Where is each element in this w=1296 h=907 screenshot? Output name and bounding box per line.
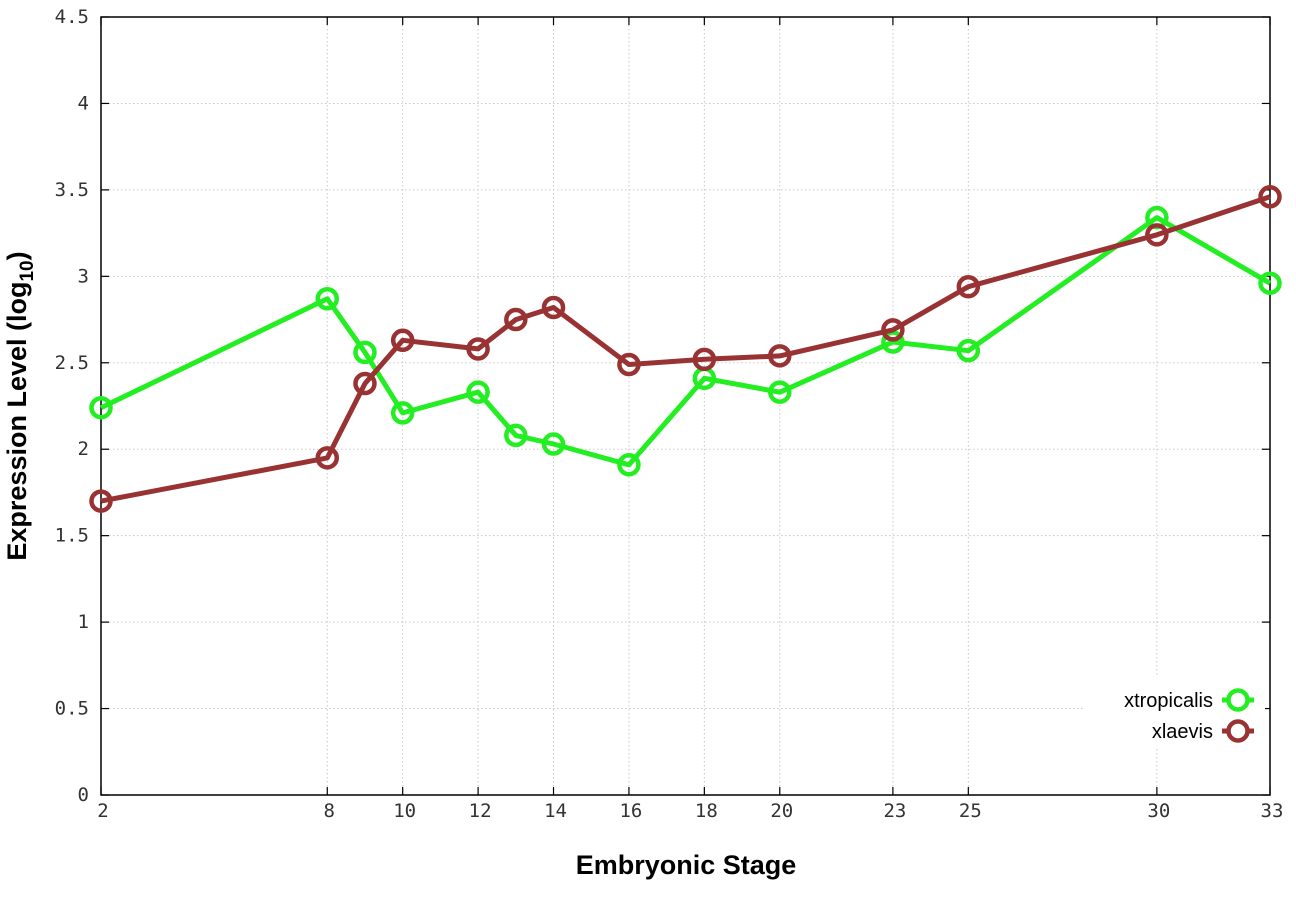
data-point-xtropicalis — [881, 330, 905, 354]
data-point-xtropicalis — [768, 380, 792, 404]
series-layer — [89, 185, 1282, 513]
y-tick-label: 3.5 — [55, 179, 89, 201]
data-point-xtropicalis — [956, 338, 981, 363]
legend-marker-xlaevis — [1226, 719, 1250, 743]
data-point-xlaevis — [504, 307, 528, 332]
y-axis-title-close: ) — [2, 251, 32, 260]
y-tick-label: 1 — [78, 611, 89, 633]
data-point-xlaevis — [89, 489, 113, 513]
grid-lines — [101, 17, 1270, 795]
x-tick-label: 8 — [324, 800, 335, 822]
y-tick-label: 3 — [78, 265, 89, 287]
x-tick-label: 33 — [1261, 800, 1284, 822]
data-point-xtropicalis — [504, 423, 528, 448]
x-tick-label: 14 — [544, 800, 567, 822]
y-tick-label: 0.5 — [55, 698, 89, 720]
axis-ticks: 0 0.5 1 1.5 2 2.5 3 3.5 4 4.5 2 8 10 12 14 16 18 20 23 25 30… — [55, 6, 1284, 822]
data-point-xtropicalis — [617, 453, 641, 477]
y-axis-title: Expression Level (log10) — [2, 251, 38, 560]
data-point-xlaevis — [956, 274, 981, 299]
x-tick-label: 23 — [883, 800, 906, 822]
x-tick-label: 16 — [619, 800, 642, 822]
data-point-xtropicalis — [466, 380, 490, 404]
y-tick-label: 2 — [78, 438, 89, 460]
data-point-xlaevis — [390, 328, 415, 353]
data-point-xlaevis — [768, 344, 792, 368]
y-tick-label: 1.5 — [55, 525, 89, 547]
y-axis-title-main: Expression Level (log — [2, 282, 32, 561]
legend-label-xlaevis: xlaevis — [1152, 721, 1213, 743]
y-tick-label: 0 — [78, 784, 89, 806]
data-point-xlaevis — [541, 295, 566, 320]
data-point-xtropicalis — [353, 340, 377, 365]
x-tick-label: 18 — [695, 800, 718, 822]
series-xlaevis — [89, 185, 1282, 513]
legend-entry-xlaevis: xlaevis — [1152, 719, 1254, 743]
legend: xtropicalis xlaevis — [1085, 676, 1265, 748]
data-point-xlaevis — [692, 347, 717, 372]
y-axis-title-subscript: 10 — [17, 260, 38, 281]
data-point-xtropicalis — [1258, 271, 1282, 295]
data-point-xlaevis — [1258, 185, 1282, 209]
data-point-xlaevis — [617, 352, 641, 377]
data-point-xlaevis — [466, 337, 490, 361]
x-axis-title: Embryonic Stage — [576, 850, 797, 880]
series-line-xtropicalis — [99, 215, 1272, 468]
y-tick-label: 4 — [78, 92, 89, 114]
y-tick-label: 4.5 — [55, 6, 89, 28]
data-point-xlaevis — [315, 446, 340, 470]
series-line-xlaevis — [100, 194, 1271, 504]
x-tick-label: 10 — [393, 800, 416, 822]
data-point-xlaevis — [1145, 223, 1169, 247]
legend-entry-xtropicalis: xtropicalis — [1124, 688, 1254, 712]
data-point-xtropicalis — [390, 401, 415, 425]
x-tick-label: 25 — [959, 800, 982, 822]
y-tick-label: 2.5 — [55, 352, 89, 374]
data-point-xtropicalis — [89, 395, 113, 420]
x-tick-label: 2 — [97, 800, 108, 822]
x-tick-label: 30 — [1147, 800, 1170, 822]
data-point-xtropicalis — [541, 432, 566, 456]
data-point-xlaevis — [353, 371, 377, 396]
legend-label-xtropicalis: xtropicalis — [1124, 690, 1213, 712]
series-xtropicalis — [89, 205, 1282, 477]
x-tick-label: 20 — [770, 800, 793, 822]
data-point-xtropicalis — [315, 287, 340, 311]
x-tick-label: 12 — [469, 800, 492, 822]
data-point-xlaevis — [881, 318, 905, 342]
legend-marker-xtropicalis — [1226, 688, 1250, 712]
